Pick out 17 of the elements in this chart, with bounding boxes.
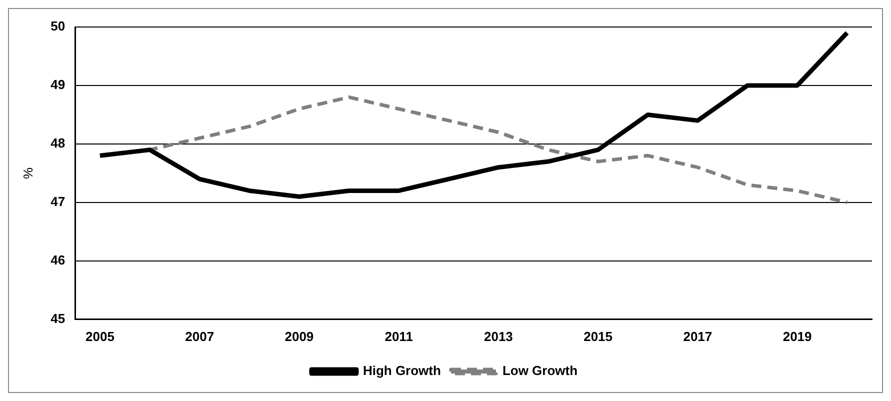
y-tick-label: 48 — [50, 136, 66, 151]
y-axis-title: % — [20, 166, 36, 179]
x-tick-label: 2013 — [484, 328, 513, 344]
y-tick-label: 49 — [50, 77, 66, 92]
x-tick-label: 2009 — [284, 328, 314, 344]
x-tick-label: 2005 — [86, 328, 114, 344]
x-tick-label: 2011 — [384, 328, 413, 344]
y-tick-label: 50 — [50, 18, 66, 34]
legend-label: High Growth — [362, 363, 442, 378]
y-tick-label: 45 — [50, 310, 66, 326]
x-tick-label: 2019 — [782, 328, 812, 344]
x-tick-label: 2015 — [584, 328, 613, 344]
y-tick-label: 47 — [50, 194, 66, 210]
y-tick-label: 46 — [50, 252, 66, 268]
x-tick-label: 2007 — [185, 328, 214, 344]
legend-label: Low Growth — [502, 363, 578, 378]
x-tick-label: 2017 — [683, 328, 712, 344]
